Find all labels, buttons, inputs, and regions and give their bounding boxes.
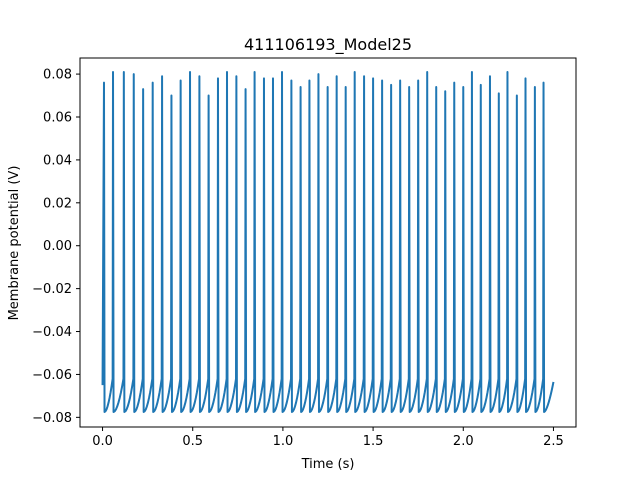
x-axis-label: Time (s)	[301, 457, 355, 472]
y-tick-label: −0.08	[32, 411, 72, 426]
y-tick-label: −0.02	[32, 282, 72, 297]
y-tick-label: −0.06	[32, 368, 72, 383]
x-tick-label: 0.0	[92, 434, 113, 449]
x-tick-label: 1.0	[273, 434, 294, 449]
y-axis-label: Membrane potential (V)	[7, 166, 22, 321]
x-axis: 0.0 0.5 1.0 1.5 2.0 2.5	[92, 427, 564, 449]
plot-area	[101, 70, 555, 413]
chart-title: 411106193_Model25	[244, 35, 412, 55]
x-tick-label: 2.5	[543, 434, 564, 449]
y-tick-label: −0.04	[32, 325, 72, 340]
x-tick-label: 2.0	[453, 434, 474, 449]
y-tick-label: 0.04	[43, 153, 72, 168]
membrane-potential-line	[101, 70, 555, 413]
y-tick-label: 0.08	[43, 68, 72, 83]
y-tick-label: 0.00	[43, 239, 72, 254]
y-tick-label: 0.06	[43, 110, 72, 125]
y-tick-label: 0.02	[43, 196, 72, 211]
y-axis: −0.08 −0.06 −0.04 −0.02 0.00 0.02 0.04 0.06 0.08	[32, 68, 80, 426]
x-tick-label: 1.5	[363, 434, 384, 449]
x-tick-label: 0.5	[182, 434, 203, 449]
plot-frame	[79, 57, 577, 428]
